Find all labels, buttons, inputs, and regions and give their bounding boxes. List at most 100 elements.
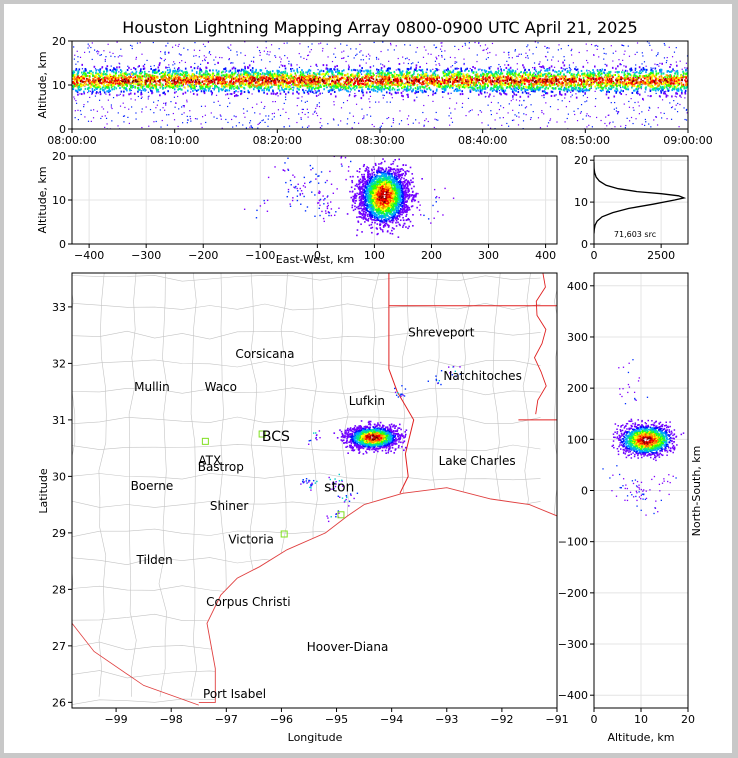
time-height-source bbox=[207, 89, 210, 92]
time-height-source bbox=[511, 72, 514, 75]
time-height-source bbox=[296, 85, 299, 88]
time-height-source bbox=[111, 70, 113, 73]
time-height-speck bbox=[365, 55, 368, 57]
time-height-source bbox=[398, 68, 401, 71]
time-height-source bbox=[524, 71, 526, 74]
time-height-speck bbox=[389, 101, 391, 103]
time-height-speck bbox=[635, 118, 637, 120]
time-height-speck bbox=[657, 52, 659, 54]
time-height-speck bbox=[617, 111, 620, 113]
time-height-source bbox=[601, 68, 604, 71]
time-height-speck bbox=[491, 42, 494, 45]
time-height-speck bbox=[129, 74, 132, 76]
time-height-source bbox=[287, 82, 290, 85]
time-height-source bbox=[137, 77, 140, 80]
time-height-source bbox=[274, 82, 277, 85]
time-height-source bbox=[403, 85, 406, 88]
time-height-speck bbox=[535, 46, 538, 48]
time-height-speck bbox=[210, 112, 212, 114]
time-height-source bbox=[318, 80, 320, 83]
time-height-speck bbox=[518, 116, 520, 118]
time-height-speck bbox=[360, 50, 362, 52]
time-height-speck bbox=[661, 99, 664, 101]
time-height-source bbox=[82, 84, 85, 87]
time-height-source bbox=[561, 82, 564, 85]
time-height-speck bbox=[96, 51, 98, 53]
time-height-source bbox=[460, 79, 463, 82]
time-height-speck bbox=[549, 106, 552, 108]
time-height-speck bbox=[110, 104, 112, 106]
time-height-source bbox=[158, 62, 161, 65]
time-height-speck bbox=[586, 50, 588, 52]
time-height-source bbox=[664, 85, 666, 88]
time-height-source bbox=[168, 78, 170, 81]
time-height-source bbox=[87, 90, 90, 93]
time-height-source bbox=[430, 74, 433, 77]
time-height-source bbox=[492, 76, 495, 79]
time-height-source bbox=[107, 81, 110, 84]
time-height-speck bbox=[670, 107, 673, 109]
time-height-speck bbox=[593, 54, 595, 56]
time-height-source bbox=[488, 95, 490, 98]
time-height-source bbox=[658, 78, 661, 81]
time-height-speck bbox=[625, 124, 627, 127]
time-height-source bbox=[676, 80, 679, 83]
time-height-source bbox=[564, 68, 566, 71]
time-height-speck bbox=[144, 63, 146, 66]
time-height-speck bbox=[628, 100, 630, 103]
time-height-speck bbox=[620, 125, 622, 127]
time-height-source bbox=[422, 86, 424, 89]
time-height-source bbox=[530, 79, 532, 82]
time-height-source bbox=[344, 74, 346, 77]
time-height-speck bbox=[481, 122, 483, 124]
time-height-speck bbox=[354, 77, 357, 79]
time-height-source bbox=[434, 75, 436, 78]
time-height-source bbox=[309, 90, 312, 93]
time-height-source bbox=[140, 83, 142, 86]
time-height-source bbox=[579, 90, 582, 93]
time-height-speck bbox=[573, 110, 575, 112]
time-height-speck bbox=[277, 95, 279, 97]
time-height-source bbox=[367, 70, 369, 73]
time-height-speck bbox=[74, 54, 76, 56]
time-height-source bbox=[421, 77, 423, 80]
time-height-source bbox=[235, 89, 237, 92]
time-height-source bbox=[561, 80, 564, 83]
time-height-source bbox=[399, 70, 401, 73]
time-height-source bbox=[406, 81, 409, 84]
time-height-source bbox=[193, 67, 196, 70]
time-height-speck bbox=[148, 95, 150, 97]
time-height-source bbox=[264, 87, 266, 90]
time-height-speck bbox=[513, 119, 515, 121]
time-height-speck bbox=[498, 108, 501, 111]
time-height-source bbox=[521, 91, 524, 94]
time-height-source bbox=[630, 79, 633, 82]
time-height-speck bbox=[561, 100, 563, 102]
time-height-speck bbox=[215, 56, 217, 58]
time-height-speck bbox=[214, 74, 216, 77]
time-height-speck bbox=[127, 116, 129, 119]
time-height-source bbox=[366, 74, 369, 77]
time-height-speck bbox=[301, 111, 303, 114]
time-height-speck bbox=[539, 61, 541, 63]
time-height-speck bbox=[354, 92, 356, 95]
time-height-source bbox=[426, 88, 428, 91]
time-height-source bbox=[239, 84, 242, 87]
time-height-source bbox=[269, 79, 271, 82]
time-height-speck bbox=[118, 62, 120, 64]
time-height-source bbox=[509, 66, 512, 69]
time-height-source bbox=[233, 95, 236, 98]
time-height-source bbox=[634, 71, 636, 74]
time-height-source bbox=[303, 91, 306, 94]
time-height-source bbox=[175, 70, 178, 73]
time-height-source bbox=[303, 74, 306, 77]
time-height-source bbox=[170, 77, 172, 80]
time-height-speck bbox=[91, 58, 93, 61]
time-height-source bbox=[664, 76, 666, 79]
time-height-speck bbox=[288, 118, 290, 120]
time-height-speck bbox=[487, 124, 489, 126]
time-height-speck bbox=[476, 54, 478, 56]
time-height-speck bbox=[524, 107, 527, 109]
time-height-source bbox=[211, 75, 213, 78]
time-height-source bbox=[436, 76, 438, 79]
